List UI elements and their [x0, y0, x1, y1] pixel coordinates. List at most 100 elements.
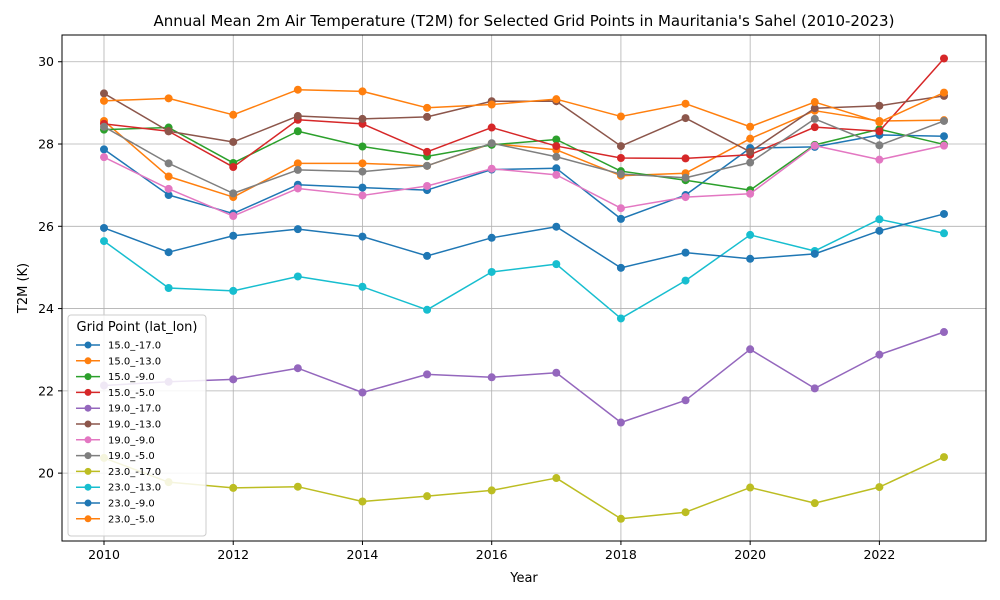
- legend-item: 19.0_-17.0: [76, 404, 161, 415]
- data-point: [358, 232, 367, 241]
- data-point: [229, 483, 238, 492]
- legend-label: 19.0_-13.0: [108, 420, 161, 431]
- x-tick-label: 2018: [605, 547, 637, 562]
- data-point: [423, 305, 432, 314]
- data-point: [358, 87, 367, 96]
- legend-item: 15.0_-5.0: [76, 388, 155, 399]
- data-point: [746, 189, 755, 198]
- data-point: [746, 230, 755, 239]
- data-point: [746, 345, 755, 354]
- data-point: [875, 350, 884, 359]
- data-point: [810, 499, 819, 508]
- series-line: [103, 126, 945, 191]
- data-point: [875, 118, 884, 127]
- data-point: [552, 170, 561, 179]
- data-point: [875, 155, 884, 164]
- data-point: [681, 114, 690, 123]
- data-point: [746, 147, 755, 156]
- data-point: [940, 132, 948, 141]
- data-point: [616, 263, 625, 272]
- x-tick-label: 2010: [88, 547, 120, 562]
- legend-marker: [84, 388, 92, 396]
- data-point: [746, 134, 755, 143]
- x-axis-label: Year: [509, 571, 538, 586]
- data-point: [100, 145, 108, 154]
- x-tick-label: 2014: [347, 547, 379, 562]
- data-point: [810, 98, 819, 107]
- data-point: [875, 127, 884, 136]
- data-point: [552, 135, 561, 144]
- data-point: [616, 314, 625, 323]
- legend-items: 15.0_-17.0 15.0_-13.0 15.0_-9.0 15.0_-5.0 19…: [76, 341, 161, 525]
- x-tick-label: 2020: [734, 547, 766, 562]
- data-point: [229, 375, 238, 384]
- data-point: [423, 181, 432, 190]
- legend-marker: [84, 499, 92, 507]
- y-tick-label: 30: [38, 54, 54, 69]
- data-point: [100, 89, 108, 98]
- legend-item: 19.0_-5.0: [76, 451, 155, 462]
- series-line: [103, 134, 945, 220]
- y-tick-label: 24: [38, 301, 54, 316]
- data-point: [487, 139, 496, 148]
- data-point: [616, 204, 625, 213]
- data-point: [229, 212, 238, 221]
- legend-label: 15.0_-13.0: [108, 356, 161, 367]
- legend-marker: [84, 357, 92, 365]
- series-23.0_-5.0: [100, 85, 948, 131]
- legend-label: 23.0_-17.0: [108, 467, 161, 478]
- series-line: [103, 144, 945, 217]
- data-point: [358, 282, 367, 291]
- data-point: [940, 328, 948, 337]
- data-point: [423, 103, 432, 112]
- series-line: [103, 213, 945, 269]
- data-point: [293, 482, 302, 491]
- legend-label: 15.0_-17.0: [108, 341, 161, 352]
- data-point: [164, 94, 173, 103]
- data-point: [229, 286, 238, 295]
- legend-title: Grid Point (lat_lon): [77, 320, 198, 335]
- data-point: [746, 122, 755, 131]
- series-19.0_-5.0: [100, 114, 948, 198]
- series-23.0_-17.0: [100, 453, 948, 523]
- data-point: [616, 418, 625, 427]
- data-point: [681, 99, 690, 108]
- data-point: [358, 191, 367, 200]
- series-line: [103, 88, 945, 128]
- data-point: [940, 88, 948, 97]
- x-axis-ticks: 2010 2012 2014 2016 2018 2020 2022: [88, 541, 895, 562]
- legend-marker: [84, 467, 92, 475]
- legend-label: 23.0_-9.0: [108, 499, 155, 510]
- legend-item: 15.0_-17.0: [76, 341, 161, 352]
- legend-label: 19.0_-5.0: [108, 451, 155, 462]
- data-point: [423, 251, 432, 260]
- data-point: [810, 123, 819, 132]
- data-point: [746, 158, 755, 167]
- data-point: [552, 368, 561, 377]
- data-point: [681, 154, 690, 163]
- y-tick-label: 22: [38, 383, 54, 398]
- data-point: [810, 384, 819, 393]
- legend: Grid Point (lat_lon) 15.0_-17.0 15.0_-13.…: [67, 314, 207, 537]
- legend-label: 15.0_-9.0: [108, 372, 155, 383]
- data-point: [552, 152, 561, 161]
- y-axis-label: T2M (K): [16, 263, 31, 314]
- data-point: [552, 142, 561, 151]
- legend-marker: [84, 404, 92, 412]
- data-point: [487, 373, 496, 382]
- data-point: [293, 127, 302, 136]
- data-point: [164, 248, 173, 257]
- data-point: [940, 141, 948, 150]
- x-tick-label: 2022: [863, 547, 895, 562]
- data-point: [552, 474, 561, 483]
- data-point: [229, 231, 238, 240]
- data-point: [940, 453, 948, 462]
- legend-label: 23.0_-13.0: [108, 483, 161, 494]
- data-point: [358, 497, 367, 506]
- data-point: [293, 112, 302, 121]
- legend-item: 23.0_-5.0: [76, 514, 155, 525]
- data-point: [229, 163, 238, 172]
- data-point: [164, 184, 173, 193]
- legend-marker: [84, 373, 92, 381]
